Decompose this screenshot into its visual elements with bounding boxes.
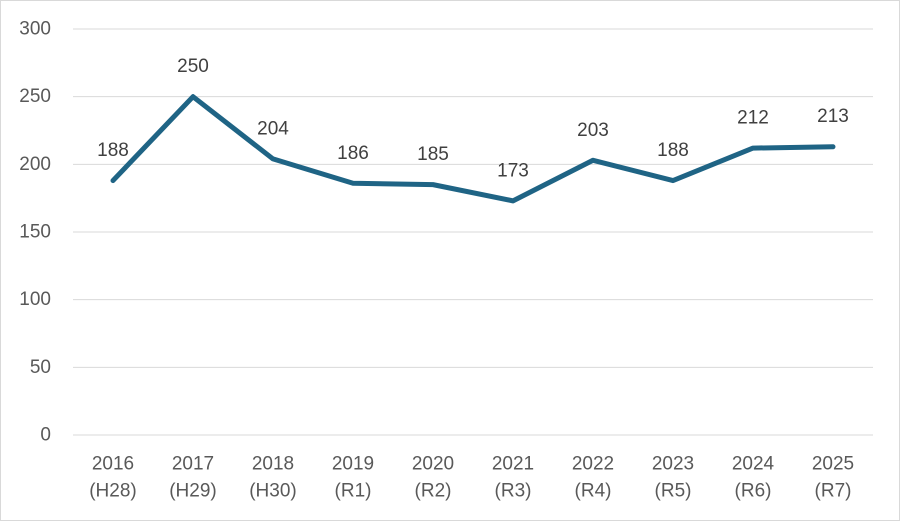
- y-tick-label: 150: [19, 222, 51, 243]
- x-tick-label-era: (R7): [815, 481, 852, 502]
- x-tick-label-era: (R6): [735, 481, 772, 502]
- data-point-label: 188: [657, 140, 689, 161]
- y-tick-label: 300: [19, 19, 51, 40]
- x-tick-label-era: (R2): [415, 481, 452, 502]
- x-tick-label-year: 2022: [572, 454, 614, 475]
- x-tick-label-era: (R1): [335, 481, 372, 502]
- x-tick-label-year: 2021: [492, 454, 534, 475]
- x-tick-label-year: 2018: [252, 454, 294, 475]
- x-tick-label-era: (H29): [169, 481, 217, 502]
- data-point-label: 203: [577, 120, 609, 141]
- y-tick-label: 100: [19, 289, 51, 310]
- data-point-label: 186: [337, 143, 369, 164]
- x-tick-label-year: 2025: [812, 454, 854, 475]
- x-tick-label-era: (H30): [249, 481, 297, 502]
- y-tick-label: 0: [40, 425, 51, 446]
- x-tick-label-year: 2020: [412, 454, 454, 475]
- y-tick-label: 250: [19, 86, 51, 107]
- x-tick-label-year: 2016: [92, 454, 134, 475]
- x-tick-label-era: (R3): [495, 481, 532, 502]
- y-tick-label: 50: [30, 357, 51, 378]
- data-point-label: 212: [737, 108, 769, 129]
- x-tick-label-year: 2019: [332, 454, 374, 475]
- data-point-label: 250: [177, 56, 209, 77]
- x-tick-label-year: 2024: [732, 454, 775, 475]
- x-tick-label-year: 2017: [172, 454, 214, 475]
- data-point-label: 204: [257, 118, 289, 139]
- y-tick-label: 200: [19, 154, 51, 175]
- data-point-label: 185: [417, 144, 449, 165]
- data-point-label: 173: [497, 160, 529, 181]
- x-tick-label-era: (R5): [655, 481, 692, 502]
- data-line: [110, 94, 836, 204]
- x-tick-label-era: (R4): [575, 481, 612, 502]
- data-point-label: 188: [97, 140, 129, 161]
- x-tick-label-year: 2023: [652, 454, 694, 475]
- x-tick-label-era: (H28): [89, 481, 137, 502]
- data-point-label: 213: [817, 106, 849, 127]
